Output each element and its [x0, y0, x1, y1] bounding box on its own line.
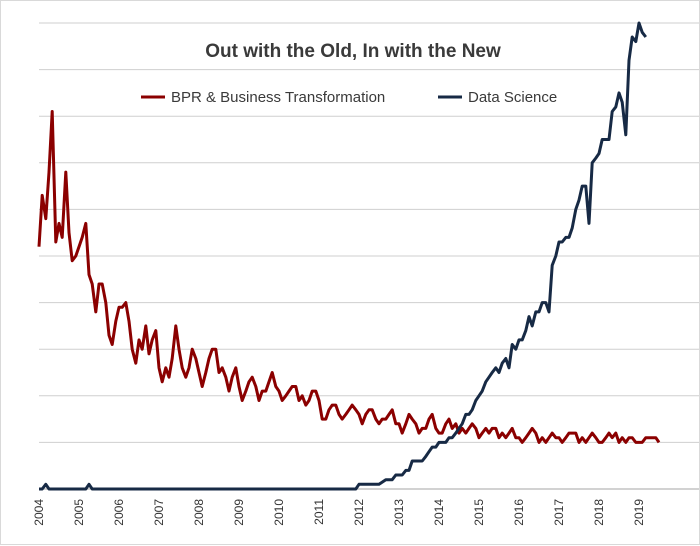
x-tick-label: 2009 [232, 499, 246, 526]
x-tick-label: 2018 [592, 499, 606, 526]
legend-label-data-science: Data Science [468, 89, 557, 106]
x-tick-label: 2019 [632, 499, 646, 526]
x-tick-label: 2010 [272, 499, 286, 526]
series-line-data-science [39, 21, 647, 491]
gridlines [39, 22, 699, 443]
series-line-bpr [37, 110, 661, 444]
x-tick-label: 2005 [72, 499, 86, 526]
x-tick-label: 2007 [152, 499, 166, 526]
x-tick-label: 2016 [512, 499, 526, 526]
legend-label-bpr: BPR & Business Transformation [171, 89, 385, 106]
x-tick-label: 2014 [432, 499, 446, 526]
x-tick-label: 2013 [392, 499, 406, 526]
x-tick-label: 2015 [472, 499, 486, 526]
x-tick-labels: 2004 2005 2006 2007 2008 2009 2010 2011 2012 2013… [32, 499, 646, 526]
x-tick-label: 2008 [192, 499, 206, 526]
legend: BPR & Business Transformation Data Scien… [141, 89, 557, 106]
x-tick-label: 2012 [352, 499, 366, 526]
x-tick-label: 2006 [112, 499, 126, 526]
x-tick-label: 2011 [312, 499, 326, 525]
x-tick-label: 2004 [32, 499, 46, 526]
series-lines [37, 21, 661, 491]
chart-title: Out with the Old, In with the New [205, 41, 501, 62]
x-tick-label: 2017 [552, 499, 566, 526]
